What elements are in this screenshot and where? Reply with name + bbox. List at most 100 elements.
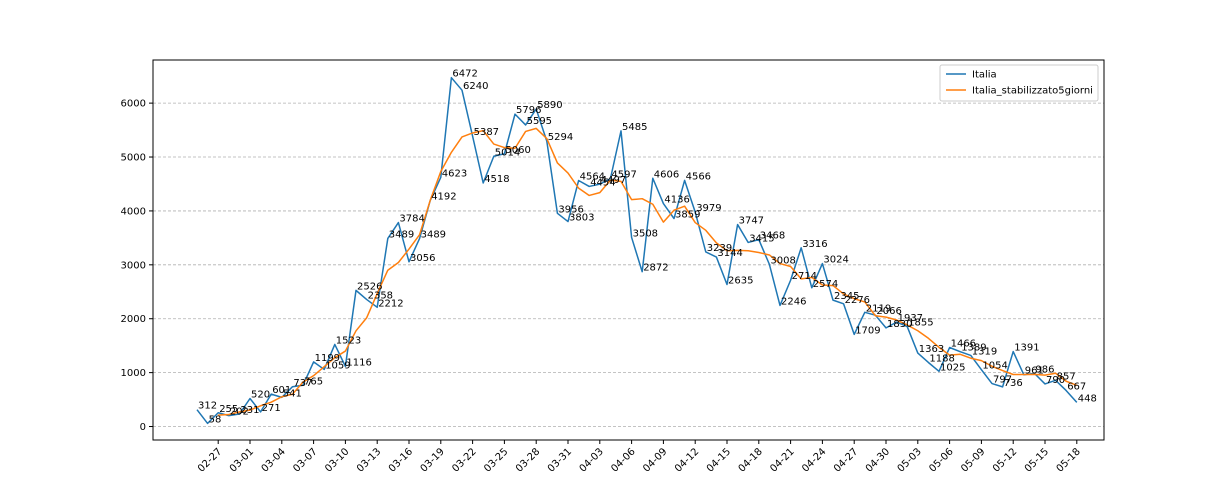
legend-label-italia: Italia: [972, 70, 997, 81]
xtick-label-05-12: 05-12: [991, 446, 1019, 474]
x-axis-ticks: 02-27 03-01 03-04 03-07 03-10 03-13 03-16 03-19…: [196, 440, 1083, 475]
ytick-label-1000: 1000: [121, 368, 146, 379]
xtick-label-04-15: 04-15: [705, 446, 733, 474]
xtick-label-03-10: 03-10: [323, 446, 351, 474]
data-label: 4606: [654, 169, 679, 180]
ytick-label-2000: 2000: [121, 314, 146, 325]
data-label: 312: [198, 401, 217, 412]
data-label: 3239: [707, 243, 732, 254]
data-label: 1054: [982, 361, 1007, 372]
xtick-label-04-12: 04-12: [673, 446, 701, 474]
ytick-label-0: 0: [140, 422, 146, 433]
data-label: 4192: [431, 192, 456, 203]
data-label: 1709: [855, 325, 880, 336]
y-gridlines: [153, 102, 1104, 427]
data-label: 2635: [728, 275, 753, 286]
data-label: 4597: [611, 170, 636, 181]
data-label: 1025: [940, 362, 965, 373]
data-label: 4454: [590, 177, 615, 188]
data-label: 3489: [389, 229, 414, 240]
data-label: 4564: [580, 172, 605, 183]
data-label: 2358: [368, 290, 393, 301]
data-label: 5485: [622, 122, 647, 133]
data-label: 3468: [760, 231, 785, 242]
xtick-label-05-18: 05-18: [1055, 446, 1083, 474]
data-label: 3056: [410, 253, 435, 264]
data-label: 5890: [537, 100, 562, 111]
data-label: 3316: [802, 239, 827, 250]
xtick-label-04-21: 04-21: [768, 446, 796, 474]
y-axis-ticks: 0 1000 2000 3000 4000 5000 6000: [121, 99, 153, 433]
xtick-label-04-06: 04-06: [609, 446, 637, 474]
xtick-label-04-09: 04-09: [641, 446, 669, 474]
data-label: 3415: [749, 233, 774, 244]
data-label: 3784: [399, 214, 424, 225]
data-label: 448: [1078, 393, 1097, 404]
data-label: 4136: [664, 195, 689, 206]
series-line-italia: [196, 76, 1078, 425]
xtick-label-03-13: 03-13: [355, 446, 383, 474]
data-label: 5796: [516, 105, 541, 116]
data-label: 231: [240, 405, 259, 416]
data-label: 986: [1035, 364, 1054, 375]
data-label: 736: [1004, 378, 1023, 389]
xtick-label-04-27: 04-27: [832, 446, 860, 474]
data-label: 2066: [876, 306, 901, 317]
data-label: 1319: [972, 346, 997, 357]
xtick-label-03-25: 03-25: [482, 446, 510, 474]
data-label: 4518: [484, 174, 509, 185]
data-label: 5387: [474, 127, 499, 138]
legend-label-italia-stabilizzato: Italia_stabilizzato5giorni: [972, 86, 1093, 97]
xtick-label-05-03: 05-03: [896, 446, 924, 474]
ytick-label-6000: 6000: [121, 99, 146, 110]
data-label: 2714: [792, 271, 817, 282]
ytick-label-5000: 5000: [121, 153, 146, 164]
data-label: 202: [230, 407, 249, 418]
xtick-label-03-19: 03-19: [419, 446, 447, 474]
xtick-label-03-01: 03-01: [228, 446, 256, 474]
data-label: 961: [1025, 366, 1044, 377]
data-label: 2246: [781, 296, 806, 307]
data-label: 1199: [315, 353, 340, 364]
data-label: 2872: [643, 263, 668, 274]
xtick-label-04-03: 04-03: [578, 446, 606, 474]
data-label: 1830: [887, 319, 912, 330]
xtick-label-04-30: 04-30: [864, 446, 892, 474]
data-label: 1391: [1014, 343, 1039, 354]
plot-frame: [152, 59, 1105, 441]
data-label: 3979: [696, 203, 721, 214]
data-label: 3144: [717, 248, 742, 259]
data-label: 2526: [357, 281, 382, 292]
data-label: 1937: [898, 313, 923, 324]
data-label: 3803: [569, 213, 594, 224]
data-label: 1855: [908, 318, 933, 329]
data-label: 5294: [548, 132, 573, 143]
xtick-label-02-27: 02-27: [196, 446, 224, 474]
data-label: 1389: [961, 343, 986, 354]
data-label: 3008: [770, 255, 795, 266]
data-label: 790: [1046, 375, 1065, 386]
data-label: 4566: [686, 171, 711, 182]
data-label: 737: [293, 378, 312, 389]
xtick-label-05-15: 05-15: [1023, 446, 1051, 474]
legend: Italia Italia_stabilizzato5giorni: [939, 64, 1099, 102]
data-label: 2276: [845, 295, 870, 306]
data-label: 3747: [739, 216, 764, 227]
series-lines: [196, 76, 1078, 425]
data-label: 3489: [421, 229, 446, 240]
xtick-label-03-28: 03-28: [514, 446, 542, 474]
data-label: 58: [209, 414, 222, 425]
data-label: 601: [272, 385, 291, 396]
data-label: 3859: [675, 210, 700, 221]
data-label: 765: [304, 376, 323, 387]
data-label: 2574: [813, 279, 838, 290]
xtick-label-04-18: 04-18: [737, 446, 765, 474]
xtick-label-03-31: 03-31: [546, 446, 574, 474]
data-label: 797: [993, 375, 1012, 386]
data-label: 5595: [527, 116, 552, 127]
series-line-italia-stabilizzato: [218, 127, 1078, 416]
data-label: 6472: [452, 69, 477, 80]
ytick-label-3000: 3000: [121, 260, 146, 271]
data-label: 1523: [336, 335, 361, 346]
